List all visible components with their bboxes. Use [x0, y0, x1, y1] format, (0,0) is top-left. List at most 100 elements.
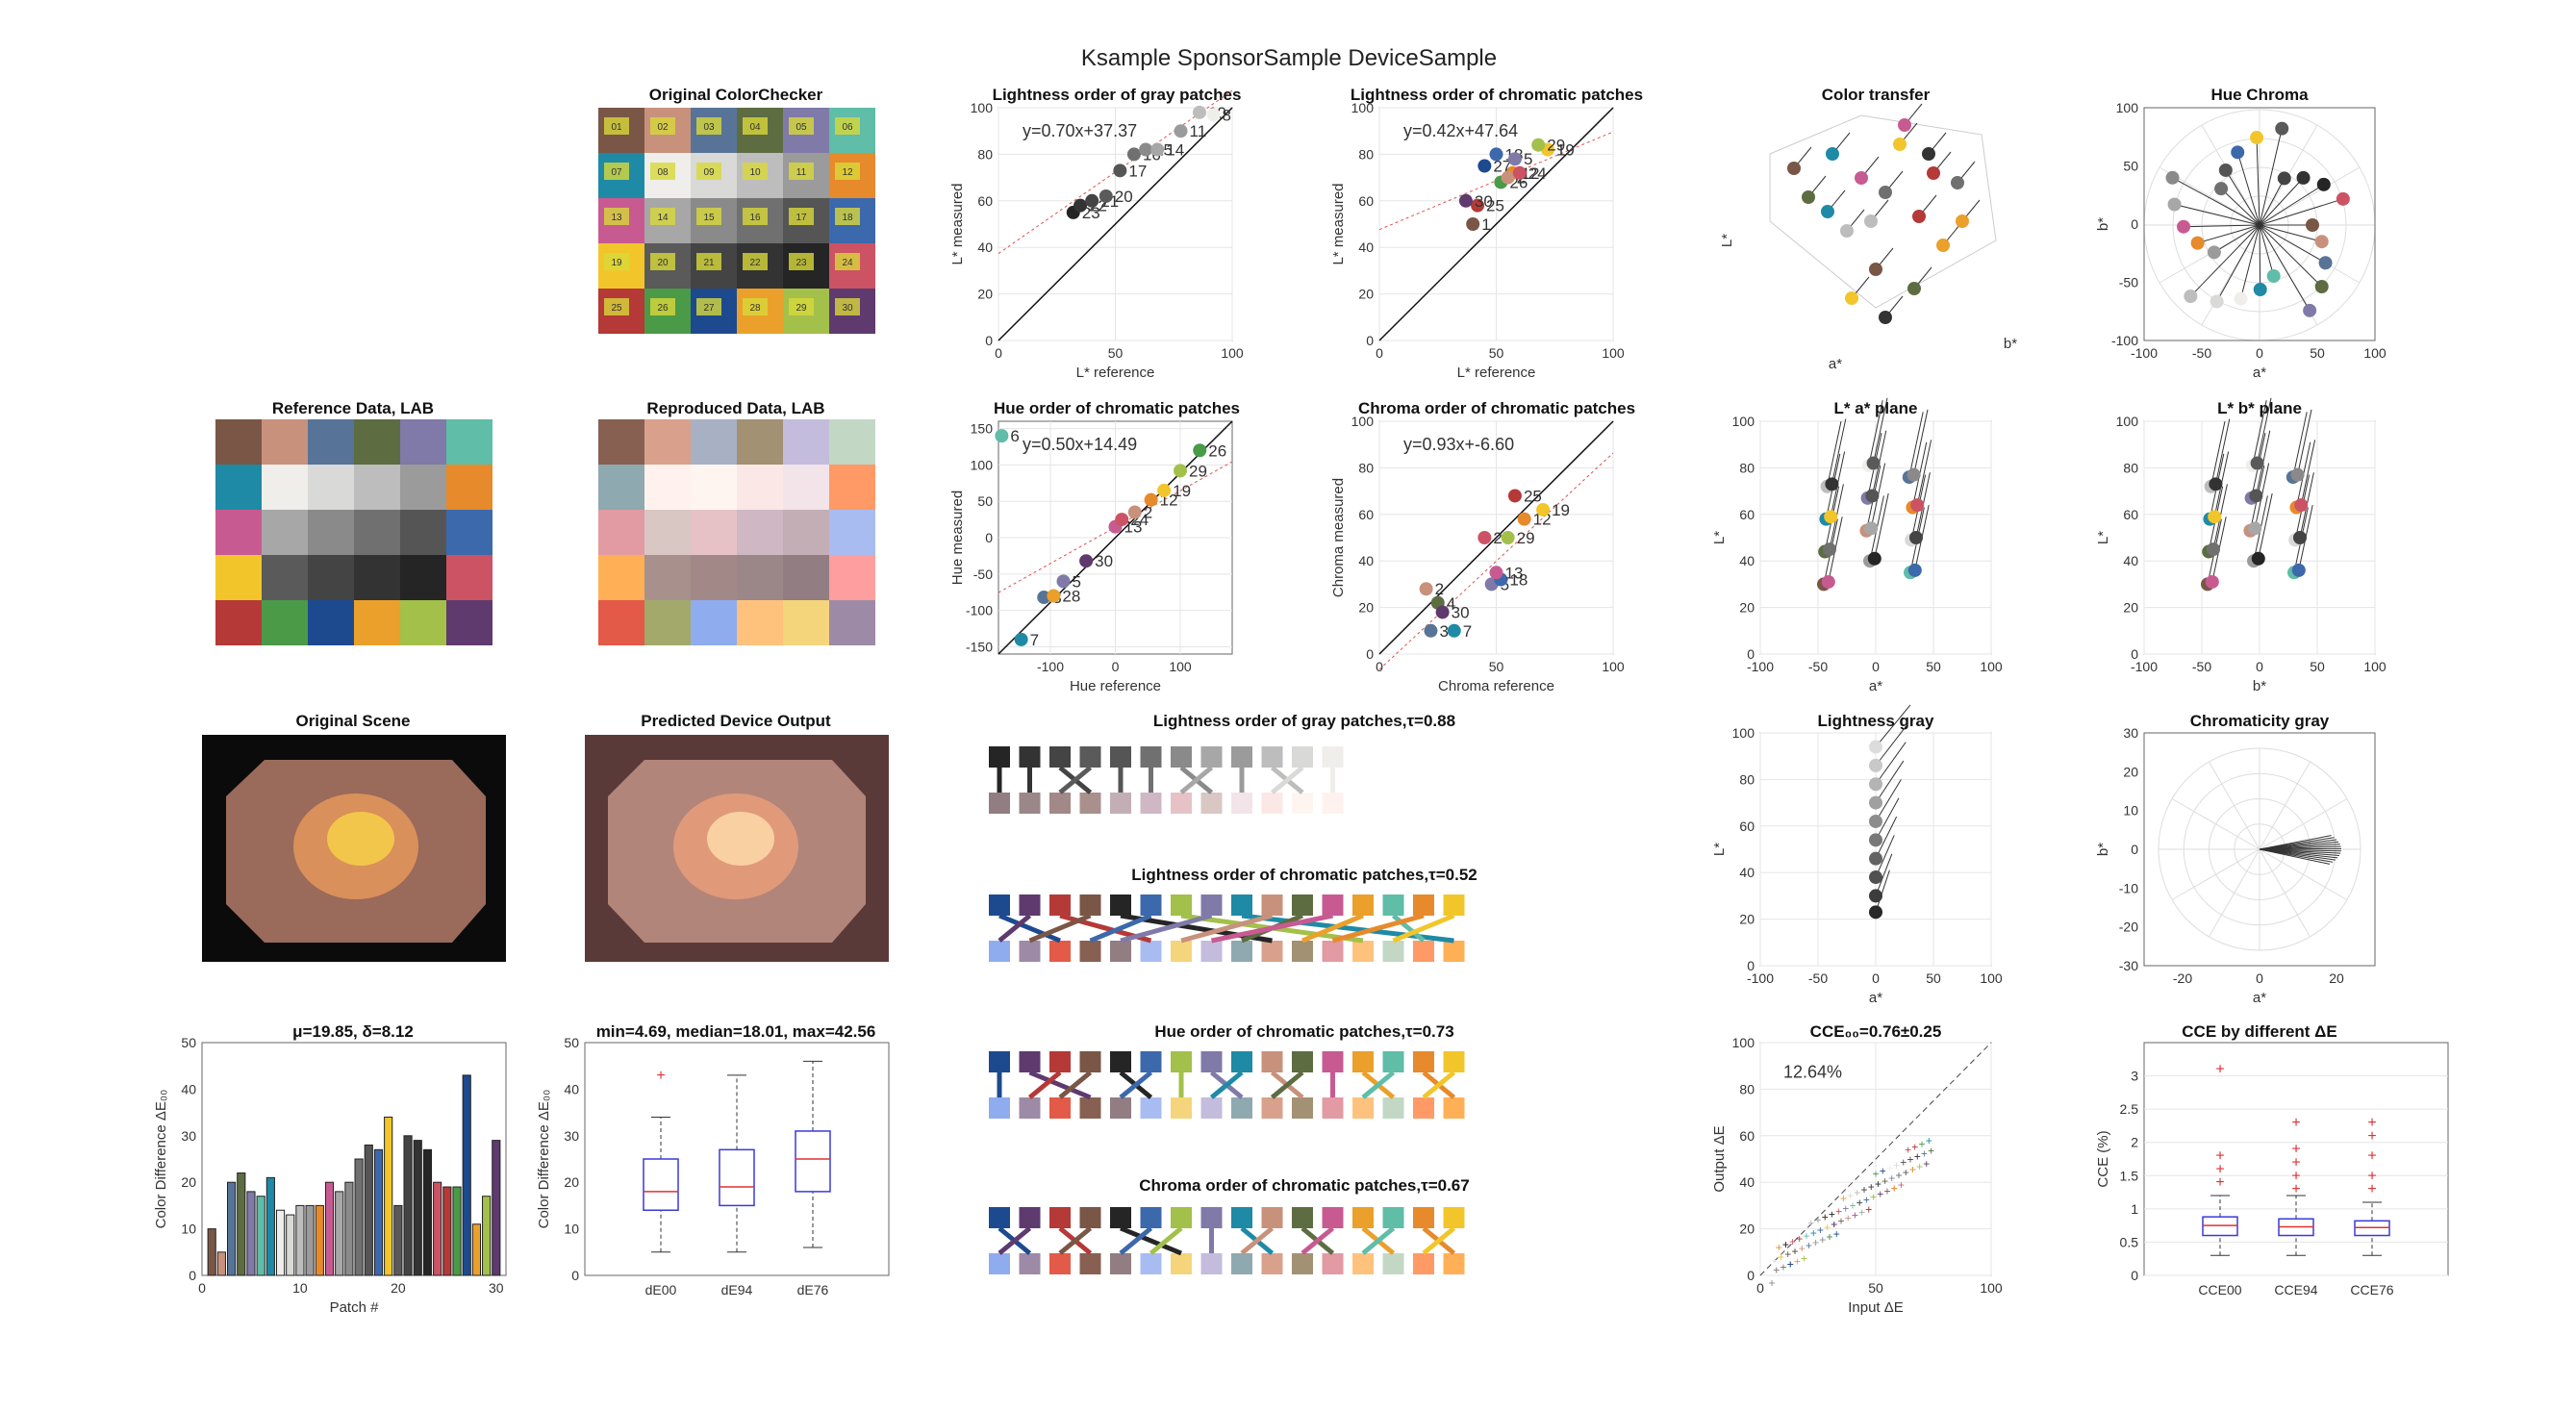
category-label: dE94 — [721, 1282, 753, 1298]
data-point — [1869, 905, 1882, 920]
patch-number-tag — [835, 117, 860, 135]
data-point — [2207, 245, 2221, 260]
y-tick-label: 40 — [1739, 553, 1755, 568]
chroma-vector — [2259, 184, 2325, 226]
polar-spoke — [2259, 848, 2311, 938]
rank-rep-swatch — [1443, 1253, 1465, 1274]
cce-point: + — [1914, 1150, 1921, 1164]
data-point — [1113, 164, 1127, 178]
data-point — [2231, 145, 2245, 160]
data-point — [1869, 851, 1882, 866]
cce-point: + — [1895, 1169, 1902, 1182]
rank-ref-swatch — [1292, 746, 1313, 768]
cce-point: + — [1911, 1140, 1918, 1153]
data-point — [2290, 467, 2305, 482]
chroma-vector — [2259, 128, 2283, 226]
patch — [400, 510, 446, 555]
data-point — [1099, 189, 1113, 203]
rank-link — [1120, 1225, 1182, 1256]
x-tick-label: 100 — [1169, 659, 1192, 674]
rank-rep-swatch — [1049, 1253, 1071, 1274]
lab-vector — [1874, 492, 1889, 559]
cce-point: + — [1860, 1183, 1867, 1197]
y-tick-label: -20 — [2119, 920, 2138, 935]
fit-line — [998, 89, 1233, 254]
title-light-gray-small: Lightness gray — [1818, 712, 1934, 730]
patch — [644, 465, 691, 510]
cce-point: + — [1801, 1251, 1807, 1265]
polar-spoke — [2209, 848, 2260, 938]
category-label: CCE00 — [2198, 1282, 2241, 1298]
rank-ref-swatch — [1292, 1051, 1313, 1072]
patch — [446, 555, 492, 600]
rank-lightness-chrom — [989, 894, 1465, 962]
data-point — [2275, 121, 2289, 136]
rank-ref-swatch — [1322, 1207, 1344, 1228]
patch — [215, 600, 262, 645]
point-label: 30 — [1475, 192, 1493, 211]
bar — [305, 1204, 315, 1276]
patch-number-tag — [650, 163, 675, 180]
rank-ref-swatch — [1171, 746, 1192, 768]
lab-vector — [2257, 397, 2272, 464]
cce-point: + — [1826, 1230, 1832, 1244]
data-point — [1531, 138, 1546, 152]
rank-rep-swatch — [1019, 793, 1041, 814]
cce-point: + — [1900, 1156, 1907, 1170]
data-point — [1845, 291, 1858, 305]
point-label: 12 — [1522, 164, 1540, 183]
y-axis-label: Chroma measured — [1330, 478, 1347, 597]
rank-ref-swatch — [1200, 1051, 1223, 1072]
x-tick-label: 50 — [1868, 1280, 1883, 1296]
category-label: CCE94 — [2274, 1282, 2317, 1298]
plot-box-de-frame — [584, 1042, 890, 1276]
data-point — [1174, 124, 1188, 139]
rank-ref-swatch — [1019, 1207, 1041, 1228]
rank-ref-swatch — [1261, 1051, 1283, 1072]
patch-number-tag — [789, 117, 814, 135]
rank-link — [998, 1226, 1032, 1255]
z-axis-label: L* — [1719, 234, 1735, 247]
cce-point: + — [1905, 1143, 1911, 1156]
cce-point: + — [1921, 1147, 1928, 1161]
y-tick-label: 30 — [181, 1128, 196, 1144]
category-label: dE76 — [797, 1282, 829, 1298]
patch-number: 16 — [749, 213, 761, 223]
cce-point: + — [1824, 1221, 1831, 1234]
x-tick-label: -50 — [1808, 970, 1828, 986]
rank-ref-swatch — [989, 1051, 1010, 1072]
plot-chroma-order: 0 50 100 0 20 40 60 80 100 Chroma reference Chroma… — [1330, 414, 1625, 694]
rank-link — [998, 913, 1061, 944]
rank-ref-swatch — [1049, 746, 1071, 768]
rank-ref-swatch — [1352, 1207, 1374, 1228]
point-label: 30 — [1452, 603, 1470, 621]
plot-lb-plane: -100 -50 0 50 100 0 20 40 60 80 100 b* L* — [2095, 397, 2387, 694]
cce-point: + — [1903, 1166, 1909, 1179]
x-tick-label: 0 — [1872, 970, 1880, 986]
rank-rep-swatch — [1110, 1097, 1131, 1119]
x-tick-label: -100 — [2131, 659, 2158, 674]
plot-box-de: 0 10 20 30 40 50 Color Difference ΔE₀₀ + dE00 dE9… — [536, 1035, 890, 1298]
patch — [829, 555, 875, 600]
y-tick-label: 50 — [564, 1035, 579, 1050]
y-tick-label: 20 — [977, 287, 993, 302]
rank-ref-swatch — [1261, 894, 1283, 916]
patch-number-tag — [743, 298, 768, 315]
title-rank-chroma: Chroma order of chromatic patches,τ=0.67 — [1139, 1176, 1469, 1195]
patch-number: 09 — [703, 167, 715, 178]
data-point — [2249, 489, 2263, 503]
patch — [737, 555, 783, 600]
patch-number: 14 — [657, 213, 669, 223]
cce-point: + — [1891, 1181, 1898, 1195]
rank-ref-swatch — [1200, 746, 1223, 768]
gray-vector — [1875, 723, 1908, 767]
data-point — [1869, 758, 1882, 772]
point-label: 7 — [1463, 622, 1472, 641]
cube-outline — [1769, 114, 1997, 309]
x-axis-label: b* — [2253, 678, 2266, 694]
title-rep-lab: Reproduced Data, LAB — [646, 399, 824, 417]
cce-point: + — [1833, 1227, 1840, 1241]
cce-point: + — [1826, 1230, 1832, 1244]
patch — [829, 600, 875, 645]
rank-link — [1179, 766, 1214, 794]
